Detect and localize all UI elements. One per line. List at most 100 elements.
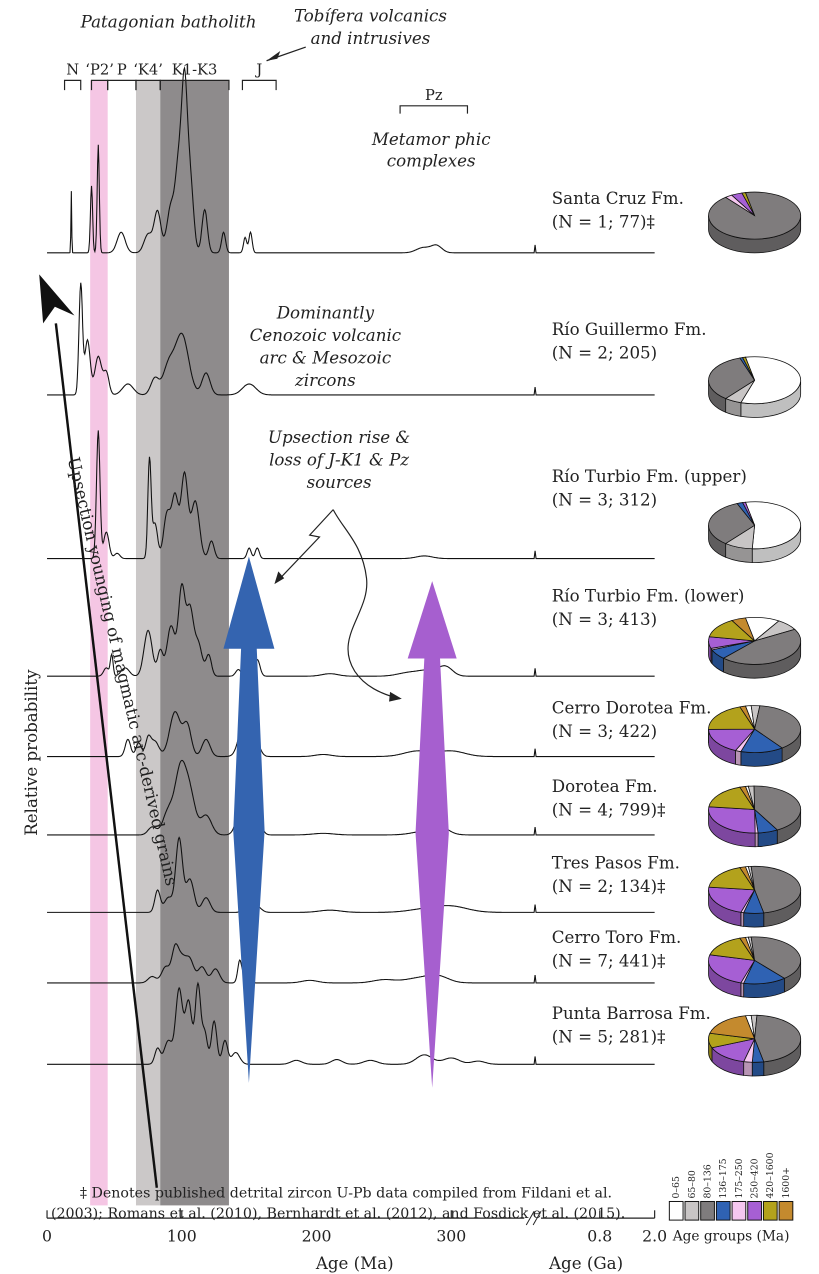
pie-charts: [708, 191, 802, 1077]
legend-label: 0–65: [671, 1176, 682, 1198]
x-axis: 0 100 200 300 0.8 2.0 Age (Ma) Age (Ga) Relat…: [22, 669, 667, 1273]
x-tick-label: 100: [167, 1227, 197, 1246]
formation-name: Río Turbio Fm. (upper): [552, 467, 747, 486]
pie-slice: [709, 1015, 756, 1040]
formation-name: Santa Cruz Fm.: [552, 189, 684, 208]
cenozoic-note-4: zircons: [294, 371, 356, 390]
pie-slice: [742, 356, 755, 381]
trend-arrows: [39, 274, 457, 1188]
bracket-label: J: [254, 61, 262, 78]
pie-side: [754, 832, 759, 848]
legend-label: 1600+: [781, 1167, 792, 1198]
legend-label: 175–250: [734, 1158, 745, 1198]
upsection-note-2: loss of J-K1 & Pz: [269, 451, 409, 470]
pie-slice: [739, 936, 755, 961]
metamorphic-label-2: complexes: [387, 152, 476, 171]
formation-n: (N = 4; 799)‡: [552, 800, 666, 819]
pie-slice: [708, 503, 756, 545]
pie-slice: [708, 706, 756, 730]
pie-slice: [708, 357, 756, 399]
pie-slice: [731, 617, 755, 642]
x-axis-label: Age (Ma): [315, 1254, 394, 1273]
age-group-legend: Age groups (Ma) 0–65 65–80 80–136 136–175 17…: [668, 1152, 794, 1245]
bracket-pz: Pz: [399, 87, 469, 114]
pie-5: [708, 705, 802, 767]
metamorphic-label-1: Metamor phic: [371, 130, 491, 149]
x-tick-label: 0: [42, 1227, 52, 1246]
pie-side: [740, 911, 745, 927]
formation-name: Cerro Dorotea Fm.: [552, 698, 712, 717]
formation-n: (N = 3; 312): [552, 491, 657, 510]
younging-arrow-head: [39, 274, 75, 324]
curve-r-o-guillermo-fm-: [47, 282, 655, 396]
pie-slice: [753, 785, 802, 831]
x-ticks: 0 100 200 300 0.8 2.0: [42, 1210, 667, 1246]
x-tick-label: 200: [302, 1227, 332, 1246]
cenozoic-note-3: arc & Mesozoic: [260, 349, 392, 368]
pie-6: [708, 785, 802, 848]
formation-name: Dorotea Fm.: [552, 777, 658, 796]
upsection-note-1: Upsection rise &: [268, 428, 410, 447]
formation-name: Cerro Toro Fm.: [552, 928, 682, 947]
legend-title: Age groups (Ma): [672, 1229, 790, 1245]
bracket-label: ‘K4’: [133, 61, 163, 78]
pie-side: [735, 750, 742, 766]
cenozoic-note-1: Dominantly: [276, 304, 375, 323]
pie-side: [751, 1061, 765, 1077]
curve-punta-barrosa-fm-: [47, 981, 655, 1065]
legend-swatch: [684, 1200, 700, 1221]
pie-4: [708, 617, 802, 679]
formation-n: (N = 2; 205): [552, 344, 657, 363]
formation-n: (N = 7; 441)‡: [552, 951, 666, 970]
purple-arrow: [407, 581, 457, 1088]
top-labels: Patagonian batholith Tobífera volcanics …: [63, 7, 491, 171]
pie-slice: [722, 628, 802, 665]
bracket-label: N: [66, 61, 79, 78]
pie-1: [708, 191, 802, 254]
pointer-right: [332, 509, 400, 700]
legend-label: 65–80: [687, 1170, 698, 1198]
footnote: ‡ Denotes published detrital zircon U-Pb…: [51, 1186, 625, 1223]
period-brackets: N ‘P2’ P ‘K4’ K1-K3 J Pz: [63, 61, 469, 114]
legend-swatch: [668, 1200, 684, 1221]
pie-7: [708, 865, 802, 928]
legend-label: 250–420: [750, 1158, 761, 1198]
pie-2: [708, 356, 802, 418]
pie-slice: [740, 356, 801, 405]
axis-break-2: [532, 1211, 542, 1226]
tobifera-label-2: and intrusives: [311, 29, 431, 48]
pie-side: [743, 1061, 753, 1077]
pie-slice: [754, 705, 802, 749]
formation-n: (N = 3; 413): [552, 610, 657, 629]
curve-r-o-turbio-fm-lower-: [47, 583, 655, 677]
bracket-k1-k3: K1-K3: [159, 61, 230, 91]
pie-slice: [741, 192, 755, 216]
pie-slice: [739, 786, 755, 810]
curve-r-o-turbio-fm-upper-: [47, 430, 655, 560]
formation-n: (N = 1; 77)‡: [552, 212, 655, 231]
bracket-label: K1-K3: [172, 61, 218, 78]
formation-n: (N = 3; 422): [552, 722, 657, 741]
formation-name: Punta Barrosa Fm.: [552, 1004, 711, 1023]
axis-break-1: [525, 1211, 535, 1226]
pie-side: [743, 912, 765, 928]
legend-swatch: [747, 1200, 762, 1221]
legend-swatch: [731, 1200, 747, 1221]
tobifera-label-1: Tobífera volcanics: [294, 7, 447, 26]
x-tick-label: 2.0: [642, 1227, 667, 1246]
band-p2: [90, 80, 108, 1206]
x-tick-label: 0.8: [587, 1227, 612, 1246]
blue-arrow: [223, 556, 275, 1083]
legend-swatch: [715, 1200, 731, 1221]
pie-slice: [708, 954, 756, 984]
bracket-n: N: [63, 61, 82, 91]
band-k1-k3: [160, 80, 229, 1206]
pie-side: [740, 982, 745, 998]
bracket-label: ‘P2’: [85, 61, 114, 78]
pie-slice: [750, 936, 802, 979]
pie-slice: [742, 501, 755, 526]
probability-curves: [47, 65, 655, 1065]
curve-tres-pasos-fm-: [47, 836, 655, 913]
pie-3: [708, 501, 802, 563]
